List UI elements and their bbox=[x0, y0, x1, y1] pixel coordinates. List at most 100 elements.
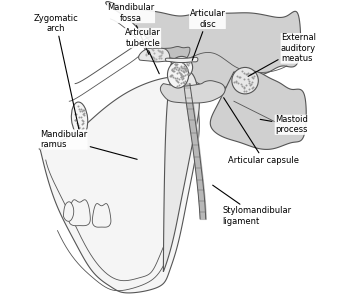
Polygon shape bbox=[69, 200, 90, 226]
Point bbox=[80, 112, 86, 116]
Point bbox=[173, 67, 179, 72]
Point bbox=[75, 104, 81, 109]
Point bbox=[178, 74, 184, 79]
Point bbox=[182, 79, 188, 83]
Polygon shape bbox=[143, 45, 190, 59]
Point bbox=[72, 117, 77, 122]
Point bbox=[180, 80, 186, 84]
Point bbox=[81, 107, 87, 112]
Point bbox=[79, 127, 85, 132]
Point bbox=[73, 112, 79, 116]
Point bbox=[79, 115, 84, 120]
Point bbox=[174, 83, 180, 88]
Point bbox=[176, 83, 182, 87]
Point bbox=[80, 121, 86, 126]
Point bbox=[148, 53, 153, 58]
Point bbox=[159, 50, 165, 55]
Point bbox=[156, 54, 162, 59]
Point bbox=[244, 89, 249, 93]
Point bbox=[74, 120, 80, 125]
Point bbox=[171, 66, 177, 71]
Point bbox=[181, 64, 187, 69]
Point bbox=[238, 81, 244, 86]
Point bbox=[250, 71, 256, 76]
Point bbox=[156, 49, 162, 53]
Point bbox=[246, 81, 252, 85]
Point bbox=[169, 68, 174, 73]
Point bbox=[76, 130, 82, 135]
Point bbox=[170, 75, 176, 79]
Point bbox=[241, 85, 247, 89]
Point bbox=[170, 68, 176, 73]
Text: Mandibular
ramus: Mandibular ramus bbox=[40, 130, 137, 159]
Point bbox=[169, 68, 174, 73]
Point bbox=[80, 108, 86, 113]
Point bbox=[233, 79, 239, 84]
Point bbox=[157, 54, 163, 58]
Point bbox=[181, 69, 187, 74]
Point bbox=[249, 74, 255, 79]
Point bbox=[76, 107, 81, 112]
Point bbox=[80, 126, 86, 130]
Point bbox=[186, 70, 191, 75]
Point bbox=[80, 118, 86, 123]
Point bbox=[149, 47, 155, 52]
Polygon shape bbox=[39, 77, 199, 293]
Point bbox=[77, 129, 83, 134]
Point bbox=[169, 66, 175, 71]
Point bbox=[151, 51, 156, 56]
Polygon shape bbox=[139, 48, 170, 62]
Point bbox=[186, 61, 191, 66]
Point bbox=[177, 58, 183, 63]
Point bbox=[172, 75, 178, 80]
Ellipse shape bbox=[171, 57, 193, 78]
Point bbox=[153, 57, 159, 62]
Point bbox=[151, 55, 157, 60]
Point bbox=[77, 109, 83, 113]
Point bbox=[184, 59, 190, 64]
Point bbox=[176, 57, 182, 61]
Point bbox=[172, 61, 178, 66]
Text: External
auditory
meatus: External auditory meatus bbox=[248, 33, 316, 76]
Point bbox=[180, 59, 186, 64]
Point bbox=[158, 50, 164, 55]
Point bbox=[180, 76, 186, 81]
Point bbox=[178, 81, 184, 86]
Point bbox=[185, 59, 191, 64]
Point bbox=[175, 68, 181, 73]
Point bbox=[245, 71, 251, 75]
Point bbox=[231, 80, 237, 85]
Point bbox=[241, 86, 247, 90]
Point bbox=[178, 71, 184, 76]
Point bbox=[180, 60, 186, 65]
Polygon shape bbox=[92, 204, 111, 227]
Point bbox=[251, 85, 256, 89]
Point bbox=[178, 65, 184, 70]
Point bbox=[183, 59, 189, 64]
Point bbox=[180, 74, 186, 78]
Point bbox=[179, 73, 185, 78]
Polygon shape bbox=[160, 81, 225, 103]
Ellipse shape bbox=[168, 62, 189, 88]
Point bbox=[180, 74, 186, 79]
Point bbox=[185, 72, 191, 76]
Polygon shape bbox=[63, 202, 74, 221]
Point bbox=[76, 126, 82, 130]
Point bbox=[184, 62, 190, 67]
Text: Articular
tubercle: Articular tubercle bbox=[125, 28, 161, 74]
Point bbox=[246, 79, 252, 84]
Point bbox=[150, 55, 156, 60]
Text: Stylomandibular
ligament: Stylomandibular ligament bbox=[213, 185, 291, 226]
Point bbox=[244, 72, 249, 77]
Point bbox=[81, 111, 87, 115]
Point bbox=[172, 61, 177, 66]
Point bbox=[168, 74, 174, 78]
Point bbox=[176, 69, 182, 74]
Point bbox=[181, 65, 187, 70]
Point bbox=[247, 83, 253, 87]
Point bbox=[178, 64, 184, 68]
Point bbox=[160, 49, 165, 54]
Point bbox=[167, 74, 172, 79]
Point bbox=[159, 48, 165, 53]
Point bbox=[158, 53, 164, 57]
